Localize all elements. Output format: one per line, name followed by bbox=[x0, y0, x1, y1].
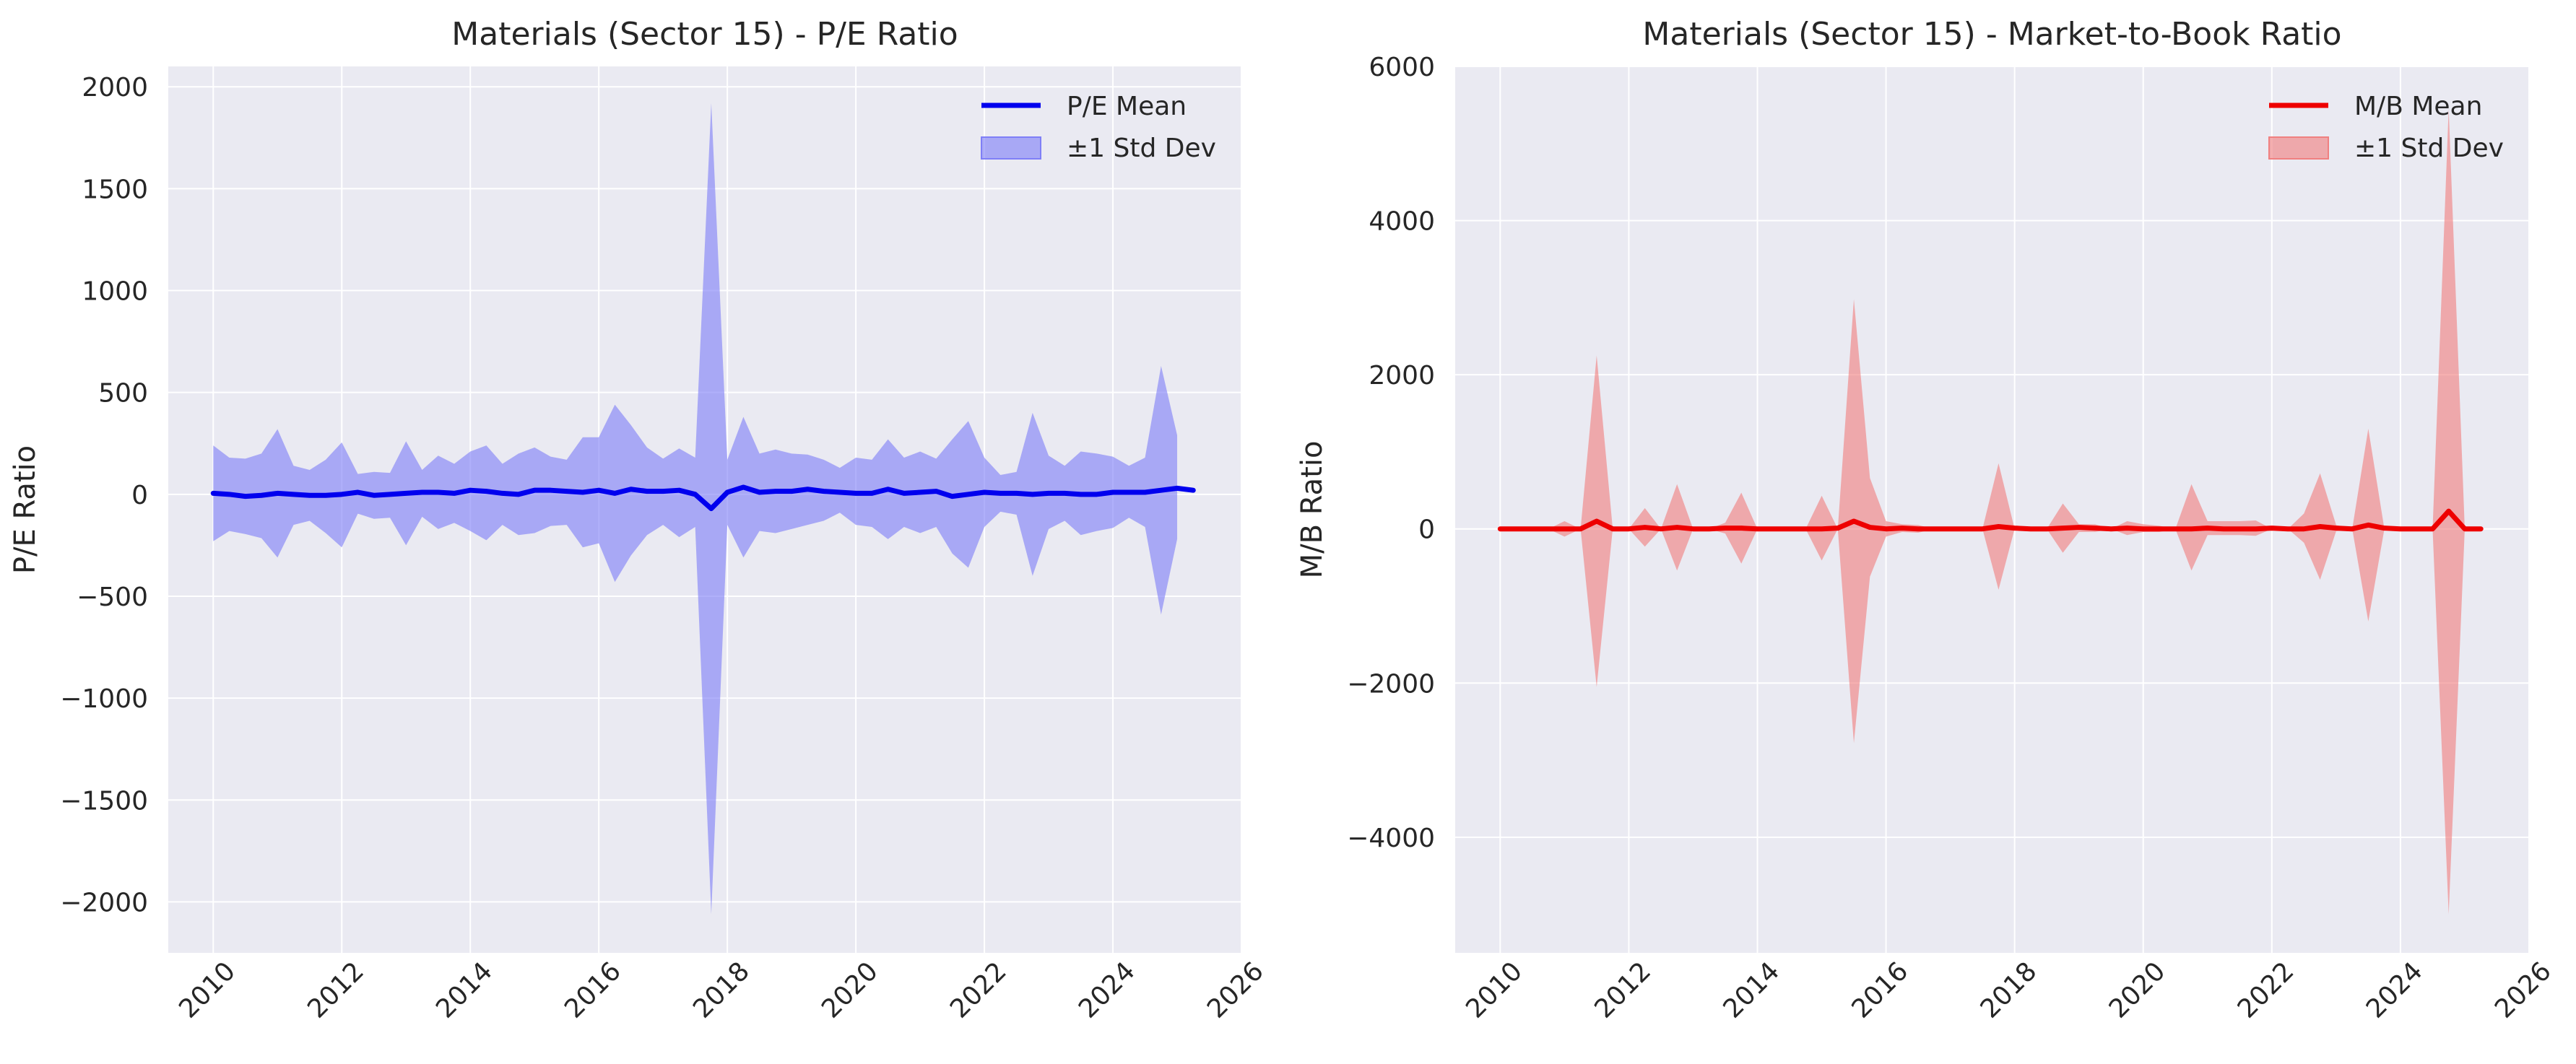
y-tick-label: −2000 bbox=[60, 888, 148, 917]
y-tick-label: −500 bbox=[77, 583, 148, 612]
y-tick-label: 2000 bbox=[82, 73, 148, 103]
x-tick-label: 2010 bbox=[173, 956, 241, 1024]
x-tick-label: 2026 bbox=[1202, 956, 1270, 1024]
x-tick-label: 2012 bbox=[302, 956, 370, 1024]
y-tick-label: 0 bbox=[1418, 515, 1435, 545]
x-tick-label: 2026 bbox=[2489, 956, 2557, 1024]
y-tick-label: 1000 bbox=[82, 277, 148, 307]
x-tick-label: 2020 bbox=[816, 956, 884, 1024]
x-tick-label: 2022 bbox=[945, 956, 1012, 1024]
x-tick-label: 2010 bbox=[1460, 956, 1528, 1024]
std-dev-band bbox=[213, 103, 1178, 915]
legend-label-band: ±1 Std Dev bbox=[2354, 134, 2504, 163]
x-tick-label: 2024 bbox=[2361, 956, 2429, 1024]
x-tick-label: 2018 bbox=[688, 956, 755, 1024]
chart-title: Materials (Sector 15) - P/E Ratio bbox=[451, 16, 958, 53]
y-tick-label: −1500 bbox=[60, 786, 148, 816]
y-tick-label: −2000 bbox=[1347, 669, 1435, 699]
x-tick-label: 2024 bbox=[1073, 956, 1141, 1024]
mean-line bbox=[1497, 508, 2484, 532]
chart-2: 2010 2012 2014 2016 2018 2020 2022 2024 2026 6000… bbox=[1296, 16, 2557, 1024]
y-tick-label: −1000 bbox=[60, 684, 148, 714]
std-dev-band bbox=[1500, 108, 2481, 915]
y-tick-label: 6000 bbox=[1369, 53, 1435, 82]
y-tick-label: 4000 bbox=[1369, 207, 1435, 237]
legend-label-mean: M/B Mean bbox=[2354, 92, 2482, 121]
legend-swatch-band bbox=[2268, 136, 2329, 160]
chart-1: 2010 2012 2014 2016 2018 2020 2022 2024 2026 2000… bbox=[9, 16, 1270, 1024]
y-tick-label: 2000 bbox=[1369, 361, 1435, 391]
y-tick-label: 0 bbox=[131, 481, 148, 510]
legend-label-mean: P/E Mean bbox=[1067, 92, 1187, 121]
x-tick-label: 2016 bbox=[559, 956, 627, 1024]
y-tick-label: 1500 bbox=[82, 175, 148, 204]
x-tick-label: 2020 bbox=[2104, 956, 2172, 1024]
x-tick-label: 2016 bbox=[1847, 956, 1914, 1024]
x-tick-label: 2022 bbox=[2232, 956, 2300, 1024]
y-axis-label: P/E Ratio bbox=[9, 445, 42, 574]
y-axis-label: M/B Ratio bbox=[1296, 441, 1329, 579]
x-tick-label: 2014 bbox=[1717, 956, 1785, 1024]
legend-swatch-band bbox=[981, 136, 1041, 160]
y-tick-label: 500 bbox=[98, 379, 148, 409]
mean-line bbox=[210, 484, 1196, 512]
chart-title: Materials (Sector 15) - Market-to-Book R… bbox=[1642, 16, 2341, 53]
x-tick-label: 2018 bbox=[1975, 956, 2043, 1024]
x-tick-label: 2014 bbox=[430, 956, 498, 1024]
legend-label-band: ±1 Std Dev bbox=[1067, 134, 1216, 163]
x-tick-label: 2012 bbox=[1589, 956, 1657, 1024]
y-tick-label: −4000 bbox=[1347, 824, 1435, 853]
